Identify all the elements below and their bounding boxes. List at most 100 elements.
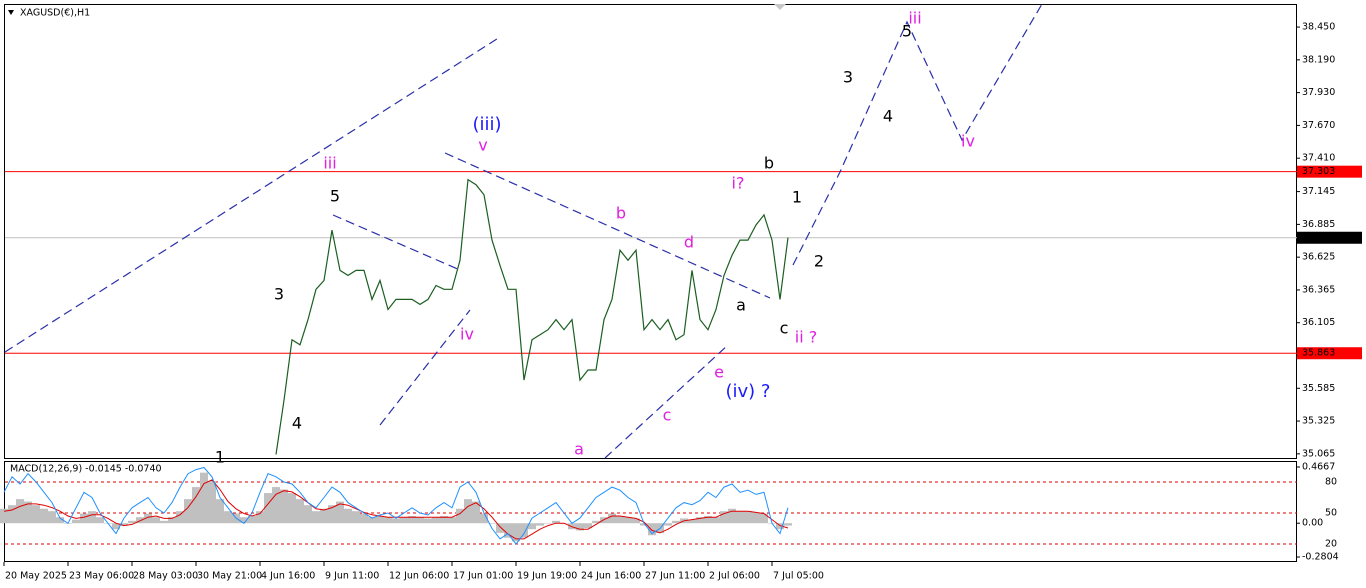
macd-bar [344, 508, 352, 524]
macd-bar [416, 517, 424, 524]
macd-bar [456, 508, 464, 524]
macd-bar [72, 519, 80, 524]
macd-bar [408, 515, 416, 524]
wave-label: 5 [902, 22, 912, 41]
macd-bar [496, 523, 504, 533]
macd-bar [752, 512, 760, 524]
macd-bar [384, 517, 392, 524]
x-tick-label: 28 May 03:00 [133, 571, 198, 582]
y-tick-label: 0.00 [1302, 518, 1323, 529]
macd-bar [0, 508, 8, 524]
price-label-box [1297, 231, 1362, 244]
macd-bar [744, 511, 752, 524]
wave-label: 1 [215, 448, 225, 467]
price-label-box [1297, 165, 1362, 178]
macd-bar [696, 517, 704, 524]
y2-tick-label: 80 [1325, 476, 1337, 487]
wave-label: e [714, 363, 724, 382]
macd-bar [272, 487, 280, 524]
wave-label: 5 [330, 187, 340, 206]
macd-bar [280, 489, 288, 524]
wave-label: 1 [792, 188, 802, 207]
macd-bar [704, 515, 712, 524]
macd-bar [312, 511, 320, 524]
wave-label: (iii) [472, 114, 501, 135]
y-tick-label: -0.2804 [1302, 552, 1339, 563]
x-tick-label: 7 Jul 05:00 [773, 571, 824, 582]
macd-bar [320, 508, 328, 524]
trend-line [444, 152, 771, 299]
y-tick-label: 37.670 [1302, 120, 1335, 131]
macd-bar [152, 517, 160, 524]
wave-label: b [764, 154, 774, 173]
macd-bar [256, 511, 264, 524]
macd-bar [336, 501, 344, 524]
macd-bar [728, 508, 736, 524]
wave-label: a [736, 296, 746, 315]
y-tick-label: 38.190 [1302, 54, 1335, 65]
macd-bar [520, 523, 528, 538]
macd-bar [640, 523, 648, 526]
macd-bar [624, 517, 632, 524]
macd-bar [368, 517, 376, 524]
macd-bar [168, 517, 176, 524]
wave-label: 3 [274, 285, 284, 304]
price-label: 35.863 [1302, 348, 1335, 359]
y2-tick-label: 50 [1325, 507, 1337, 518]
wave-label: 4 [292, 414, 302, 433]
price-label: 36.779 [1302, 232, 1335, 243]
price-line [275, 178, 789, 455]
macd-bar [632, 518, 640, 524]
price-panel [4, 4, 1297, 459]
macd-bar [448, 517, 456, 524]
wave-label: i? [732, 174, 745, 193]
macd-bar [32, 505, 40, 524]
macd-bar [760, 513, 768, 524]
y-tick-label: 36.365 [1302, 284, 1335, 295]
wave-label: iii [323, 154, 336, 173]
macd-bar [184, 499, 192, 524]
wave-label: iv [961, 132, 975, 151]
macd-bar [264, 493, 272, 524]
price-label: 37.303 [1302, 166, 1335, 177]
macd-bar [480, 513, 488, 524]
wave-label: ii ? [795, 328, 817, 347]
x-tick-label: 9 Jun 11:00 [325, 571, 379, 582]
y-tick-label: 37.145 [1302, 186, 1335, 197]
macd-bar [472, 501, 480, 524]
menu-arrow [8, 10, 14, 15]
y-tick-label: 36.105 [1302, 317, 1335, 328]
macd-bar [400, 517, 408, 524]
indicator-line [3, 479, 789, 540]
wave-label: 2 [814, 252, 824, 271]
macd-bar [96, 517, 104, 524]
wave-label: 3 [843, 68, 853, 87]
macd-bar [688, 519, 696, 524]
macd-bar [648, 523, 656, 536]
x-tick-label: 4 Jun 16:00 [261, 571, 315, 582]
wave-label: c [780, 319, 789, 338]
macd-bar [776, 523, 784, 530]
wave-label: c [663, 406, 672, 425]
macd-bar [392, 518, 400, 524]
macd-bar [592, 520, 600, 524]
macd-bar [616, 515, 624, 524]
macd-bar [288, 493, 296, 524]
macd-bar [424, 518, 432, 524]
macd-bar [360, 513, 368, 524]
macd-bar [576, 523, 584, 531]
macd-bar [784, 523, 792, 526]
macd-bar [328, 505, 336, 524]
indicator-line [3, 466, 789, 545]
macd-bar [488, 523, 496, 524]
trend-line [379, 309, 471, 426]
y-tick-label: 37.410 [1302, 153, 1335, 164]
symbol-title: XAGUSD(€),H1 [20, 8, 90, 19]
y-tick-label: 35.585 [1302, 383, 1335, 394]
macd-bar [568, 523, 576, 530]
x-tick-label: 12 Jun 06:00 [389, 571, 449, 582]
x-tick-label: 20 May 2025 [5, 571, 67, 582]
macd-bar [240, 517, 248, 524]
macd-bar [48, 511, 56, 524]
